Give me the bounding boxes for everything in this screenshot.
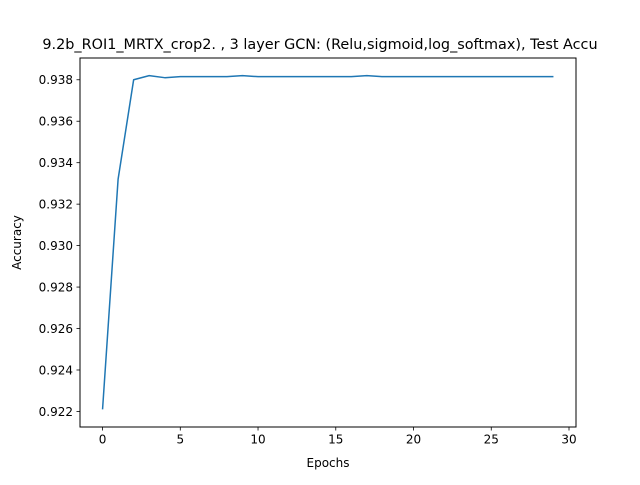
plot-area: 0 5 10 15 20 25 30 0.922 0.924 0.926 0.928 0.930 0.9… [39, 73, 577, 446]
y-tick-label: 0.924 [39, 363, 73, 377]
x-tick-label: 10 [250, 433, 265, 447]
y-tick-label: 0.922 [39, 405, 73, 419]
y-tick-label: 0.926 [39, 322, 73, 336]
x-tick-label: 5 [176, 433, 184, 447]
x-tick-label: 20 [406, 433, 421, 447]
series-line [101, 74, 554, 410]
y-tick-label: 0.928 [39, 280, 73, 294]
y-axis-label: Accuracy [10, 215, 24, 270]
x-tick-label: 0 [99, 433, 107, 447]
y-tick-label: 0.930 [39, 239, 73, 253]
x-tick-label: 15 [328, 433, 343, 447]
x-axis-label: Epochs [307, 456, 350, 470]
x-tick-label: 25 [484, 433, 499, 447]
x-tick-label: 30 [561, 433, 576, 447]
chart-title: 9.2b_ROI1_MRTX_crop2. , 3 layer GCN: (Re… [42, 37, 597, 53]
y-tick-label: 0.932 [39, 197, 73, 211]
axes-frame [79, 57, 577, 428]
y-tick-label: 0.934 [39, 156, 73, 170]
y-tick-label: 0.936 [39, 115, 73, 129]
y-tick-label: 0.938 [39, 73, 73, 87]
